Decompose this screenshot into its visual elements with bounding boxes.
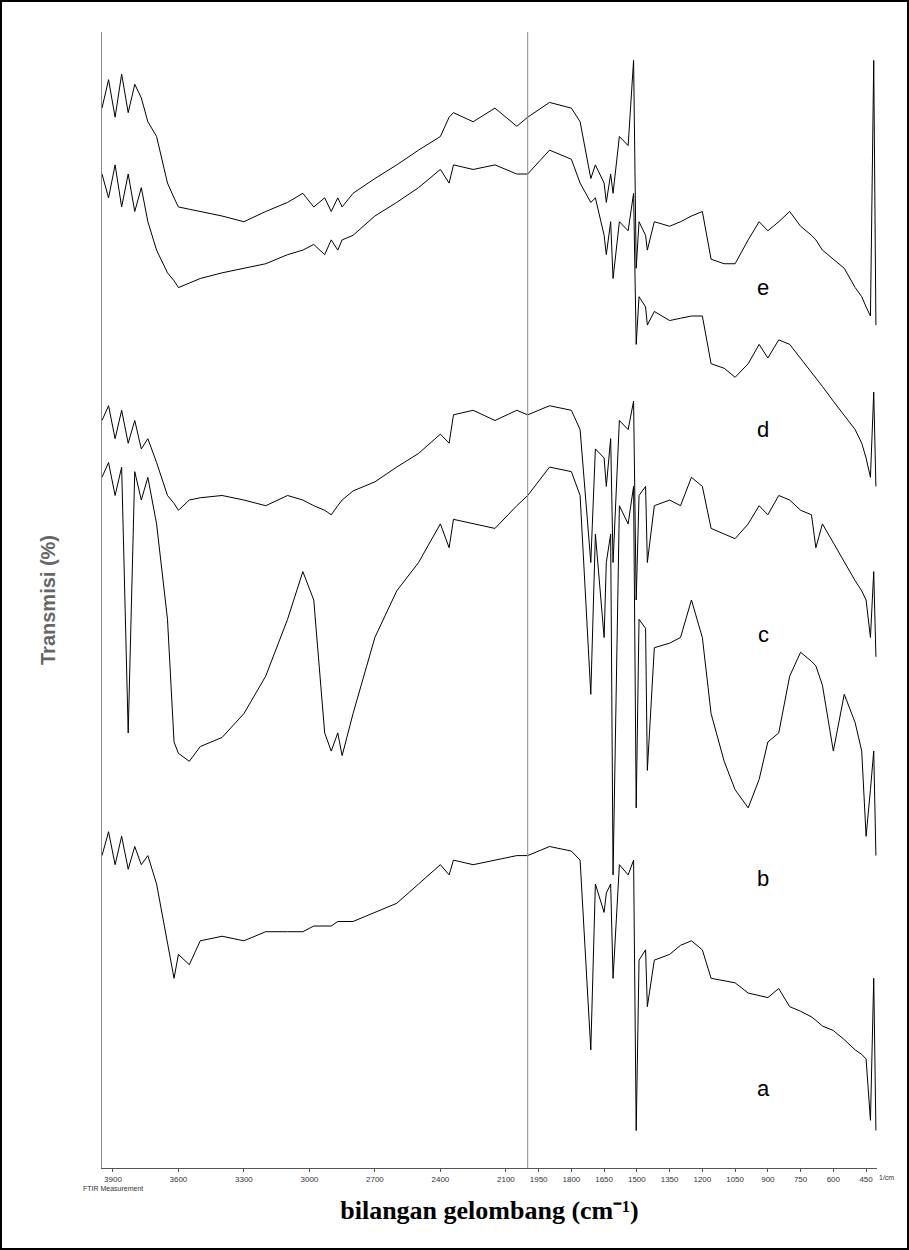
svg-text:1/cm: 1/cm [879, 1174, 894, 1181]
svg-text:bilangan gelombang (cm⁻¹): bilangan gelombang (cm⁻¹) [340, 1196, 638, 1225]
svg-text:e: e [757, 275, 769, 300]
svg-text:1200: 1200 [693, 1175, 711, 1184]
svg-text:1050: 1050 [726, 1175, 744, 1184]
svg-text:d: d [757, 417, 769, 442]
svg-text:1800: 1800 [562, 1175, 580, 1184]
svg-text:a: a [757, 1076, 770, 1101]
svg-text:600: 600 [827, 1175, 841, 1184]
svg-text:2700: 2700 [366, 1175, 384, 1184]
svg-text:Transmisi (%): Transmisi (%) [37, 535, 59, 665]
svg-text:1500: 1500 [628, 1175, 646, 1184]
svg-text:900: 900 [761, 1175, 775, 1184]
svg-text:3600: 3600 [170, 1175, 188, 1184]
svg-text:1950: 1950 [530, 1175, 548, 1184]
svg-text:3900: 3900 [104, 1175, 122, 1184]
svg-text:b: b [757, 866, 769, 891]
svg-text:1650: 1650 [595, 1175, 613, 1184]
svg-text:3300: 3300 [235, 1175, 253, 1184]
svg-text:750: 750 [794, 1175, 808, 1184]
svg-text:c: c [758, 622, 769, 647]
svg-text:3000: 3000 [300, 1175, 318, 1184]
svg-text:FTIR Measurement: FTIR Measurement [83, 1185, 143, 1192]
svg-text:2400: 2400 [431, 1175, 449, 1184]
svg-text:450: 450 [859, 1175, 873, 1184]
svg-text:2100: 2100 [497, 1175, 515, 1184]
svg-text:1350: 1350 [661, 1175, 679, 1184]
